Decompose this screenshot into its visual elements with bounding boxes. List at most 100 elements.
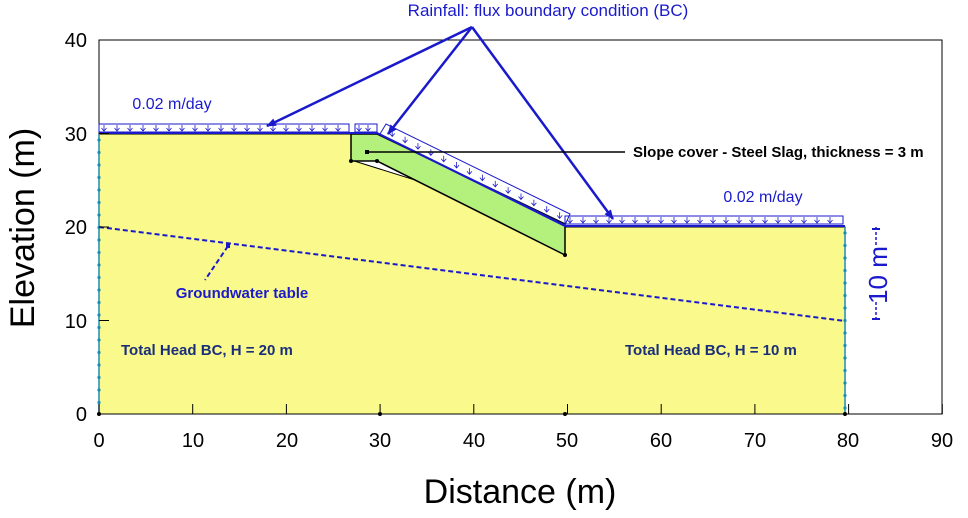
y-tick-label: 20 — [65, 217, 87, 239]
boundary-node — [843, 356, 847, 360]
flux-arrow — [322, 125, 328, 132]
ground-surface-line — [99, 132, 845, 227]
boundary-node — [97, 250, 101, 255]
flux-arrow — [801, 217, 807, 224]
x-axis-title: Distance (m) — [424, 473, 617, 511]
boundary-node — [97, 288, 101, 292]
y-tick-label: 40 — [65, 30, 87, 52]
rainfall-label: Rainfall: flux boundary condition (BC) — [408, 1, 689, 20]
boundary-node — [97, 263, 101, 267]
flux-arrow — [762, 217, 768, 224]
boundary-node — [97, 275, 101, 280]
flux-arrow — [723, 217, 729, 224]
y-tick-label: 10 — [65, 311, 87, 333]
flux-bc-mid — [354, 123, 571, 226]
boundary-node — [843, 318, 847, 323]
flux-arrow — [632, 217, 638, 224]
flux-arrow — [671, 217, 677, 224]
boundary-node — [843, 281, 847, 285]
y-tick-label: 0 — [76, 404, 87, 426]
boundary-node — [97, 350, 101, 355]
flux-arrow — [179, 125, 185, 132]
y-axis-title: Elevation (m) — [4, 128, 42, 328]
head-bc-left-label: Total Head BC, H = 20 m — [121, 342, 293, 359]
y-tick-labels: 0 10 20 30 40 — [65, 30, 87, 426]
flux-arrow — [192, 125, 198, 132]
boundary-node — [97, 138, 101, 142]
boundary-node — [97, 188, 101, 192]
flux-arrow — [736, 217, 742, 224]
boundary-node — [97, 363, 101, 367]
x-tick-label: 40 — [463, 430, 485, 452]
bottom-boundary-nodes — [97, 159, 847, 416]
groundwater-label: Groundwater table — [176, 285, 309, 302]
flux-arrow — [205, 125, 211, 132]
slope-cover-leader-dot — [365, 150, 369, 154]
boundary-node — [843, 368, 847, 373]
boundary-node — [97, 325, 101, 330]
flux-arrow — [296, 125, 302, 132]
flux-arrow — [244, 125, 250, 132]
boundary-node — [97, 163, 101, 167]
boundary-node — [843, 243, 847, 248]
flux-arrow — [283, 125, 289, 132]
flux-arrow — [415, 143, 421, 150]
flux-arrow — [697, 217, 703, 224]
flux-arrow — [356, 125, 362, 132]
x-tick-label: 50 — [556, 430, 578, 452]
soil-body — [98, 133, 846, 415]
dimension-label: 10 m — [863, 246, 893, 304]
boundary-node — [97, 388, 101, 392]
groundwater-pointer — [204, 245, 229, 281]
boundary-node — [97, 238, 101, 242]
flux-arrow — [593, 217, 599, 224]
boundary-node — [97, 213, 101, 217]
boundary-node — [843, 343, 847, 348]
dimension-marker — [872, 227, 880, 321]
flux-bc-right — [564, 215, 844, 225]
flux-arrow — [658, 217, 664, 224]
flux-arrow — [140, 125, 146, 132]
rainfall-pointer-arrows — [266, 25, 615, 220]
x-tick-label: 60 — [650, 430, 672, 452]
flux-arrow — [335, 125, 341, 132]
flux-arrow — [127, 125, 133, 132]
boundary-node — [97, 300, 101, 305]
boundary-node — [843, 231, 847, 235]
flux-arrow — [531, 199, 537, 207]
flux-arrow — [466, 168, 473, 175]
x-tick-label: 0 — [93, 430, 104, 452]
flux-arrow — [567, 217, 573, 224]
flux-arrow — [814, 217, 820, 224]
flux-arrow — [257, 125, 263, 132]
flux-arrow — [492, 180, 499, 188]
flux-arrow — [684, 217, 690, 224]
flux-value-right: 0.02 m/day — [723, 189, 802, 206]
groundwater-pointer-dot — [226, 244, 230, 248]
head-bc-right-label: Total Head BC, H = 10 m — [625, 342, 797, 359]
flux-value-left: 0.02 m/day — [132, 96, 211, 113]
x-tick-label: 90 — [931, 430, 953, 452]
boundary-node — [97, 150, 101, 155]
geometry-node — [563, 253, 567, 257]
boundary-node — [97, 338, 101, 342]
flux-arrow — [479, 174, 486, 182]
boundary-node — [843, 256, 847, 260]
x-tick-label: 30 — [369, 430, 391, 452]
flux-arrow — [153, 125, 159, 132]
boundary-node — [97, 200, 101, 205]
boundary-node — [97, 400, 101, 405]
boundary-node — [843, 393, 847, 398]
flux-arrow — [166, 125, 172, 132]
flux-arrow — [505, 187, 511, 194]
boundary-node — [843, 412, 847, 416]
x-tick-label: 80 — [837, 430, 859, 452]
flux-arrow — [218, 125, 224, 132]
flux-arrow — [775, 217, 781, 224]
flux-arrow — [114, 125, 120, 132]
boundary-node — [843, 406, 847, 410]
flux-arrow — [788, 217, 794, 224]
y-tick-label: 30 — [65, 124, 87, 146]
boundary-node — [843, 268, 847, 273]
